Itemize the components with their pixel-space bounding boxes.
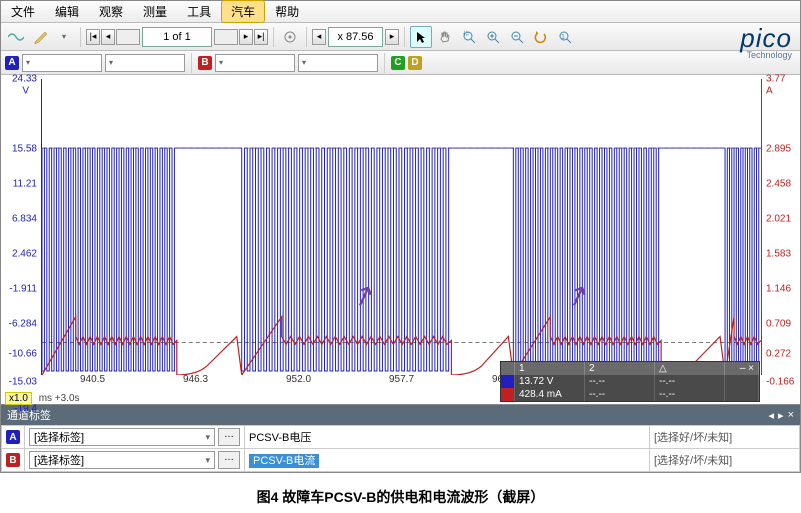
zoom-control: ◂ x 87.56 ▸ xyxy=(312,27,399,47)
zoom-prev-button[interactable]: ◂ xyxy=(312,29,326,45)
zoom-in-icon[interactable] xyxy=(482,26,504,48)
label-select[interactable]: [选择标签] xyxy=(29,451,215,469)
y-right-tick: 0.709 xyxy=(766,319,791,330)
channel-status[interactable]: [选择好/坏/未知] xyxy=(650,449,800,472)
app-window: 文件编辑观察测量工具汽车帮助 ▾ |◂◂ 1 of 1 ▸▸| ◂ x 87.5… xyxy=(0,0,801,473)
brand-logo: pico Technology xyxy=(740,23,792,60)
y-right-tick: 2.458 xyxy=(766,179,791,190)
y-left-tick: -10.66 xyxy=(9,349,37,360)
y-left-tick: 24.33 xyxy=(12,74,37,85)
channel-signal-name: PCSV-B电压 xyxy=(249,432,311,444)
y-right-tick: -0.166 xyxy=(766,377,794,388)
zoom-fit-icon[interactable]: 1 xyxy=(554,26,576,48)
y-right-tick: 3.77 xyxy=(766,74,785,85)
toolbar-channels: A B C D xyxy=(1,51,800,75)
zoom-rect-icon[interactable] xyxy=(458,26,480,48)
menu-item[interactable]: 观察 xyxy=(89,0,133,23)
page-first-button[interactable]: |◂ xyxy=(86,29,100,45)
y-left-tick: 2.462 xyxy=(12,249,37,260)
page-nav: |◂◂ 1 of 1 ▸▸| xyxy=(86,27,268,47)
y-right-tick: 0.272 xyxy=(766,349,791,360)
waveform-icon[interactable] xyxy=(5,26,27,48)
meas-col-2: 2 xyxy=(585,362,655,375)
figure-caption: 图4 故障车PCSV-B的供电和电流波形（截屏） xyxy=(0,473,801,513)
channel-a-badge[interactable]: A xyxy=(5,56,19,70)
y-axis-right: 3.772.8952.4582.0211.5831.1460.7090.272-… xyxy=(764,75,800,375)
label-more-button[interactable]: … xyxy=(218,451,240,469)
channel-label-table: A[选择标签]…PCSV-B电压[选择好/坏/未知]B[选择标签]…PCSV-B… xyxy=(1,425,800,472)
menu-item[interactable]: 汽车 xyxy=(221,0,265,23)
channel-a-coupling[interactable] xyxy=(105,54,185,72)
zoom-value[interactable]: x 87.56 xyxy=(328,27,383,47)
bar-next-icon[interactable]: ▸ xyxy=(778,409,784,422)
menu-item[interactable]: 测量 xyxy=(133,0,177,23)
x-tick: 946.3 xyxy=(144,374,247,392)
measurement-panel[interactable]: 1 2 △ – × 13.72 V--.----.--428.4 mA--.--… xyxy=(500,361,760,402)
x-tick: 940.5 xyxy=(41,374,144,392)
channel-c-badge[interactable]: C xyxy=(391,56,405,70)
page-prev-button[interactable]: ◂ xyxy=(101,29,115,45)
zoom-next-button[interactable]: ▸ xyxy=(385,29,399,45)
waveform-svg xyxy=(42,79,761,375)
y-left-tick: -15.03 xyxy=(9,377,37,388)
hand-icon[interactable] xyxy=(434,26,456,48)
menu-item[interactable]: 帮助 xyxy=(265,0,309,23)
y-left-tick: 15.58 xyxy=(12,144,37,155)
y-left-tick: -19.4 xyxy=(14,404,37,415)
page-indicator[interactable]: 1 of 1 xyxy=(142,27,212,47)
channel-a-range[interactable] xyxy=(22,54,102,72)
x-tick: 952.0 xyxy=(247,374,350,392)
y-left-tick: 6.834 xyxy=(12,214,37,225)
y-left-tick: -6.284 xyxy=(9,319,37,330)
bar-close-icon[interactable]: × xyxy=(788,409,794,422)
undo-zoom-icon[interactable] xyxy=(530,26,552,48)
dropdown-icon[interactable]: ▾ xyxy=(53,26,75,48)
y-right-tick: 1.146 xyxy=(766,284,791,295)
meas-col-1: 1 xyxy=(515,362,585,375)
channel-labels-bar: 通道标签 ◂ ▸ × xyxy=(1,405,800,425)
svg-text:1: 1 xyxy=(561,34,565,41)
plot-area[interactable]: ↗ ↗ xyxy=(41,79,762,375)
channel-status[interactable]: [选择好/坏/未知] xyxy=(650,426,800,449)
y-right-tick: 2.895 xyxy=(766,144,791,155)
label-more-button[interactable]: … xyxy=(218,428,240,446)
target-icon[interactable] xyxy=(279,26,301,48)
channel-b-coupling[interactable] xyxy=(298,54,378,72)
x-tick: 957.7 xyxy=(350,374,453,392)
zoom-out-icon[interactable] xyxy=(506,26,528,48)
page-last-button[interactable]: ▸| xyxy=(254,29,268,45)
y-left-tick: -1.911 xyxy=(9,284,37,295)
menu-item[interactable]: 编辑 xyxy=(45,0,89,23)
channel-b-badge[interactable]: B xyxy=(198,56,212,70)
x-axis-info: x1.0 ms +3.0s xyxy=(5,393,80,404)
pointer-icon[interactable] xyxy=(410,26,432,48)
menu-item[interactable]: 工具 xyxy=(177,0,221,23)
y-axis-left: 24.33 15.58 11.21 6.834 2.462 -1.911 -6.284 -10… xyxy=(1,75,39,375)
y-left-tick: 11.21 xyxy=(13,179,37,190)
page-next-button[interactable]: ▸ xyxy=(239,29,253,45)
toolbar-main: ▾ |◂◂ 1 of 1 ▸▸| ◂ x 87.56 ▸ 1 pico Tech… xyxy=(1,23,800,51)
channel-d-badge[interactable]: D xyxy=(408,56,422,70)
menubar: 文件编辑观察测量工具汽车帮助 xyxy=(1,1,800,23)
meas-panel-controls[interactable]: – × xyxy=(725,362,759,375)
x-zoom-badge: x1.0 xyxy=(5,392,32,405)
edit-icon[interactable] xyxy=(29,26,51,48)
channel-signal-name: PCSV-B电流 xyxy=(249,454,319,468)
meas-col-delta: △ xyxy=(655,362,725,375)
label-select[interactable]: [选择标签] xyxy=(29,428,215,446)
y-right-tick: 2.021 xyxy=(766,214,791,225)
chart-area: 24.33 15.58 11.21 6.834 2.462 -1.911 -6.284 -10… xyxy=(1,75,800,405)
y-right-tick: 1.583 xyxy=(766,249,791,260)
bar-prev-icon[interactable]: ◂ xyxy=(769,409,775,422)
menu-item[interactable]: 文件 xyxy=(1,0,45,23)
x-unit-label: ms +3.0s xyxy=(39,393,80,404)
channel-b-range[interactable] xyxy=(215,54,295,72)
